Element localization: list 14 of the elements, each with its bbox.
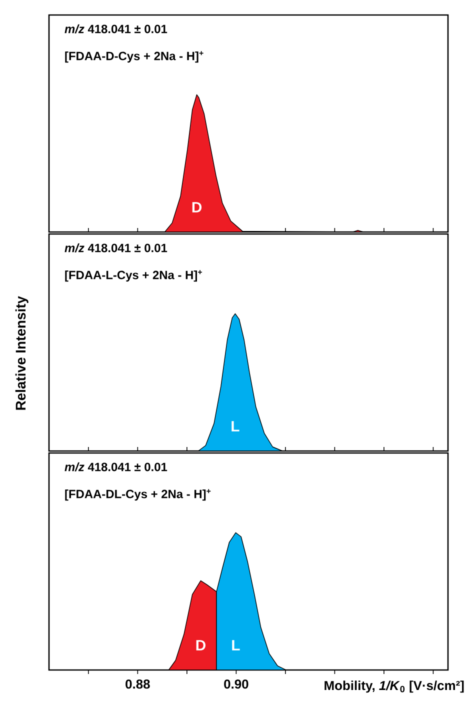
text: [FDAA-L-Cys + 2Na - H]$^{+}$ — [65, 270, 202, 282]
x-tick-label: 0.88 — [126, 680, 150, 689]
series-label: D — [192, 202, 202, 212]
series-label: L — [232, 640, 240, 650]
text: [FDAA-D-Cys + 2Na - H]$^{+}$ — [65, 51, 204, 63]
x-axis-title: Mobility, 1/K$_{0}$ [V·s/cm²] — [324, 680, 464, 693]
series-label: D — [196, 640, 206, 650]
y-axis-title: Relative Intensity — [15, 296, 28, 410]
text: [FDAA-DL-Cys + 2Na - H]$^{+}$ — [65, 489, 211, 501]
text: m/z 418.041 ± 0.01 — [64, 243, 168, 252]
series-label: L — [232, 421, 240, 432]
x-tick-label: 0.90 — [224, 680, 248, 689]
text: m/z 418.041 ± 0.01 — [64, 462, 168, 472]
text: m/z 418.041 ± 0.01 — [64, 24, 168, 34]
